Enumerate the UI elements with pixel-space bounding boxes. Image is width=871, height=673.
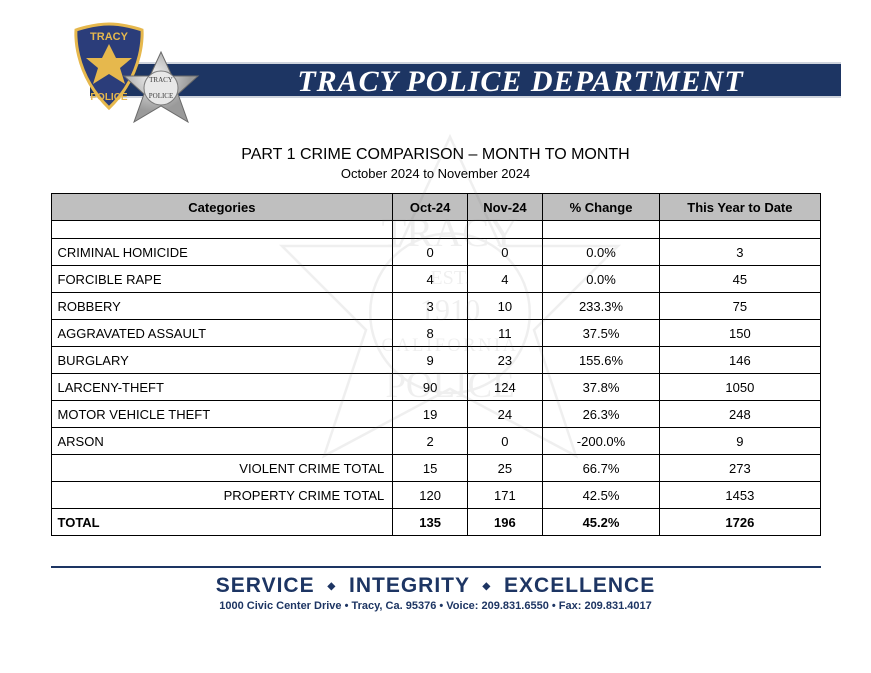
value-cell: -200.0% bbox=[542, 428, 659, 455]
table-row: ARSON20-200.0%9 bbox=[51, 428, 820, 455]
table-row: CRIMINAL HOMICIDE000.0%3 bbox=[51, 239, 820, 266]
motto-integrity: INTEGRITY bbox=[349, 574, 470, 597]
category-cell: AGGRAVATED ASSAULT bbox=[51, 320, 393, 347]
star-badge-icon: TRACY POLICE bbox=[116, 48, 206, 138]
value-cell: 155.6% bbox=[542, 347, 659, 374]
category-cell: LARCENY-THEFT bbox=[51, 374, 393, 401]
value-cell: 24 bbox=[468, 401, 543, 428]
value-cell: 15 bbox=[393, 455, 468, 482]
value-cell: 4 bbox=[393, 266, 468, 293]
diamond-icon: ◆ bbox=[321, 581, 342, 592]
value-cell: 9 bbox=[660, 428, 820, 455]
footer-motto: SERVICE ◆ INTEGRITY ◆ EXCELLENCE bbox=[0, 574, 871, 598]
table-row: TOTAL13519645.2%1726 bbox=[51, 509, 820, 536]
value-cell: 120 bbox=[393, 482, 468, 509]
value-cell: 19 bbox=[393, 401, 468, 428]
table-row: MOTOR VEHICLE THEFT192426.3%248 bbox=[51, 401, 820, 428]
footer-contact: 1000 Civic Center Drive • Tracy, Ca. 953… bbox=[0, 600, 871, 612]
value-cell: 0.0% bbox=[542, 239, 659, 266]
category-cell: CRIMINAL HOMICIDE bbox=[51, 239, 393, 266]
value-cell: 196 bbox=[468, 509, 543, 536]
value-cell: 26.3% bbox=[542, 401, 659, 428]
value-cell: 248 bbox=[660, 401, 820, 428]
table-row: AGGRAVATED ASSAULT81137.5%150 bbox=[51, 320, 820, 347]
motto-excellence: EXCELLENCE bbox=[504, 574, 655, 597]
subtotal-label: VIOLENT CRIME TOTAL bbox=[51, 455, 393, 482]
value-cell: 124 bbox=[468, 374, 543, 401]
page-header: TRACY POLICE DEPARTMENT TRACY POLICE TRA… bbox=[0, 0, 871, 110]
category-cell: FORCIBLE RAPE bbox=[51, 266, 393, 293]
value-cell: 75 bbox=[660, 293, 820, 320]
spacer-row bbox=[51, 221, 820, 239]
value-cell: 135 bbox=[393, 509, 468, 536]
diamond-icon: ◆ bbox=[476, 581, 497, 592]
value-cell: 273 bbox=[660, 455, 820, 482]
value-cell: 0.0% bbox=[542, 266, 659, 293]
value-cell: 23 bbox=[468, 347, 543, 374]
table-row: VIOLENT CRIME TOTAL152566.7%273 bbox=[51, 455, 820, 482]
svg-text:TRACY: TRACY bbox=[90, 31, 129, 43]
value-cell: 66.7% bbox=[542, 455, 659, 482]
value-cell: 1453 bbox=[660, 482, 820, 509]
value-cell: 4 bbox=[468, 266, 543, 293]
category-cell: ROBBERY bbox=[51, 293, 393, 320]
value-cell: 0 bbox=[468, 239, 543, 266]
value-cell: 0 bbox=[393, 239, 468, 266]
category-cell: TOTAL bbox=[51, 509, 393, 536]
value-cell: 233.3% bbox=[542, 293, 659, 320]
table-row: ROBBERY310233.3%75 bbox=[51, 293, 820, 320]
value-cell: 171 bbox=[468, 482, 543, 509]
value-cell: 37.8% bbox=[542, 374, 659, 401]
value-cell: 8 bbox=[393, 320, 468, 347]
table-row: BURGLARY923155.6%146 bbox=[51, 347, 820, 374]
value-cell: 10 bbox=[468, 293, 543, 320]
value-cell: 25 bbox=[468, 455, 543, 482]
logo-group: TRACY POLICE TRACY POLICE bbox=[70, 22, 230, 132]
value-cell: 3 bbox=[660, 239, 820, 266]
category-cell: BURGLARY bbox=[51, 347, 393, 374]
value-cell: 146 bbox=[660, 347, 820, 374]
value-cell: 45 bbox=[660, 266, 820, 293]
subtotal-label: PROPERTY CRIME TOTAL bbox=[51, 482, 393, 509]
col-pct-change: % Change bbox=[542, 194, 659, 221]
table-row: FORCIBLE RAPE440.0%45 bbox=[51, 266, 820, 293]
category-cell: ARSON bbox=[51, 428, 393, 455]
crime-table: Categories Oct-24 Nov-24 % Change This Y… bbox=[51, 193, 821, 536]
value-cell: 150 bbox=[660, 320, 820, 347]
value-cell: 9 bbox=[393, 347, 468, 374]
category-cell: MOTOR VEHICLE THEFT bbox=[51, 401, 393, 428]
table-row: LARCENY-THEFT9012437.8%1050 bbox=[51, 374, 820, 401]
table-header-row: Categories Oct-24 Nov-24 % Change This Y… bbox=[51, 194, 820, 221]
value-cell: 3 bbox=[393, 293, 468, 320]
col-month-2: Nov-24 bbox=[468, 194, 543, 221]
value-cell: 45.2% bbox=[542, 509, 659, 536]
col-ytd: This Year to Date bbox=[660, 194, 820, 221]
value-cell: 1050 bbox=[660, 374, 820, 401]
report-subtitle: October 2024 to November 2024 bbox=[0, 166, 871, 181]
svg-text:TRACY: TRACY bbox=[149, 76, 173, 84]
svg-text:POLICE: POLICE bbox=[149, 92, 174, 100]
value-cell: 42.5% bbox=[542, 482, 659, 509]
footer-rule bbox=[51, 566, 821, 568]
value-cell: 37.5% bbox=[542, 320, 659, 347]
table-row: PROPERTY CRIME TOTAL12017142.5%1453 bbox=[51, 482, 820, 509]
col-month-1: Oct-24 bbox=[393, 194, 468, 221]
col-categories: Categories bbox=[51, 194, 393, 221]
value-cell: 0 bbox=[468, 428, 543, 455]
value-cell: 1726 bbox=[660, 509, 820, 536]
value-cell: 2 bbox=[393, 428, 468, 455]
value-cell: 90 bbox=[393, 374, 468, 401]
motto-service: SERVICE bbox=[216, 574, 315, 597]
value-cell: 11 bbox=[468, 320, 543, 347]
report-title: PART 1 CRIME COMPARISON – MONTH TO MONTH bbox=[0, 146, 871, 164]
